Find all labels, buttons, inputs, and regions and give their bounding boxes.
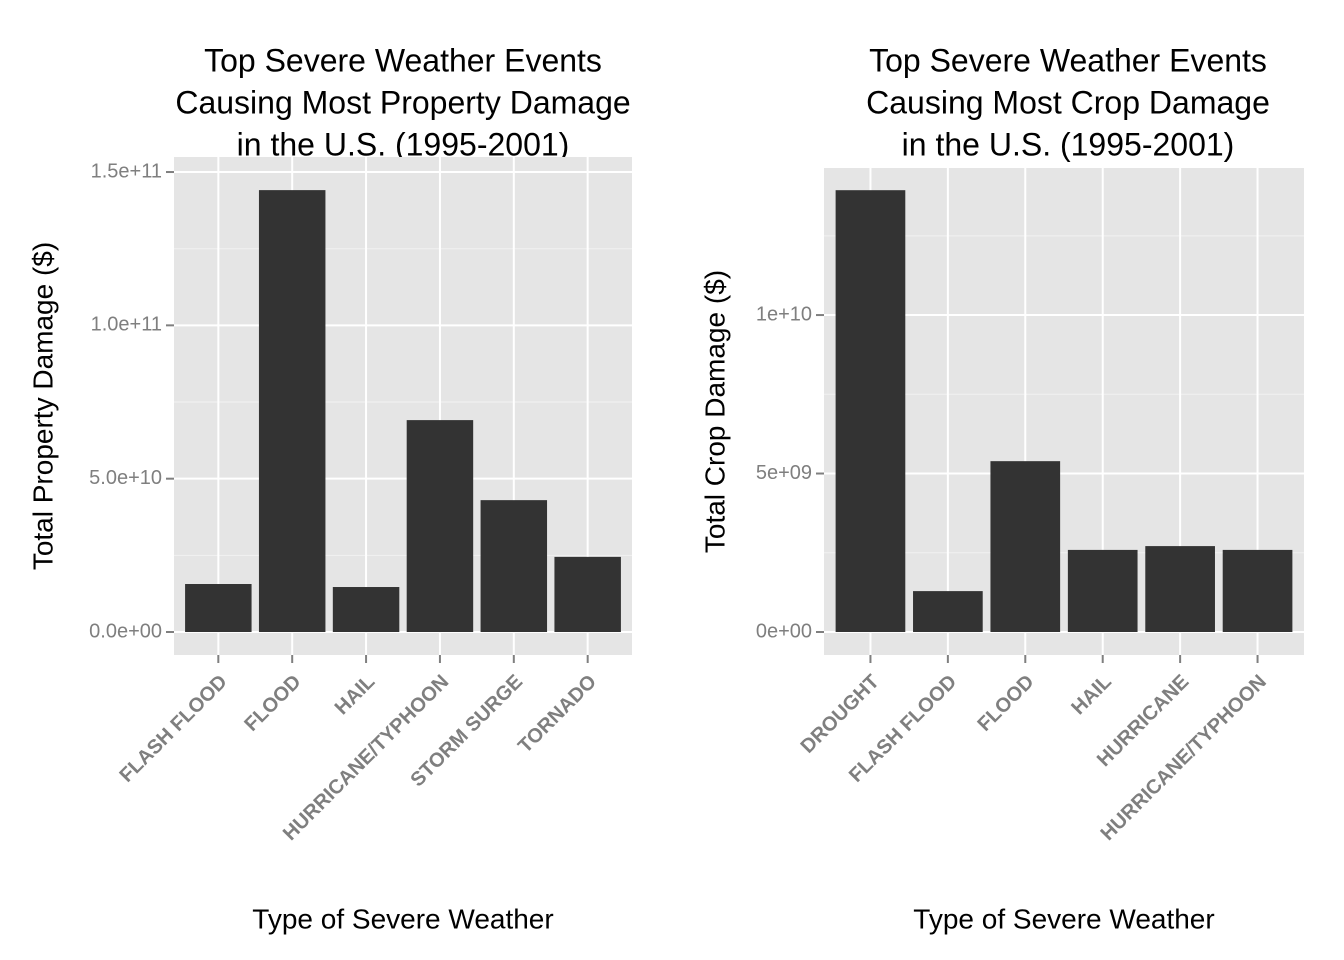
y-tick-label: 0.0e+00 bbox=[89, 620, 162, 642]
bar bbox=[406, 420, 474, 633]
x-tick-label: HURRICANE/TYPHOON bbox=[1097, 671, 1271, 845]
x-tick-label: HAIL bbox=[1067, 671, 1116, 720]
chart-title: Causing Most Crop Damage bbox=[866, 84, 1270, 120]
x-tick-label: TORNADO bbox=[514, 671, 601, 758]
bar bbox=[480, 500, 548, 633]
bar bbox=[185, 584, 252, 633]
x-tick-label: HAIL bbox=[331, 671, 380, 720]
bar bbox=[835, 190, 906, 632]
bar bbox=[1222, 549, 1293, 632]
x-tick-label: FLOOD bbox=[240, 671, 305, 736]
chart-title: in the U.S. (1995-2001) bbox=[902, 126, 1235, 162]
chart-title: Causing Most Property Damage bbox=[175, 84, 630, 120]
bar bbox=[258, 190, 326, 633]
x-axis-title: Type of Severe Weather bbox=[252, 903, 553, 934]
bar bbox=[554, 556, 621, 633]
chart-title: in the U.S. (1995-2001) bbox=[237, 126, 570, 162]
bar bbox=[1145, 546, 1215, 632]
bar bbox=[332, 587, 400, 633]
y-tick-label: 1.0e+11 bbox=[91, 314, 162, 336]
y-tick-label: 5.0e+10 bbox=[89, 467, 162, 489]
y-tick-label: 1e+10 bbox=[756, 303, 812, 325]
y-tick-label: 0e+00 bbox=[756, 620, 812, 642]
y-tick-label: 1.5e+11 bbox=[91, 160, 162, 182]
x-tick-label: FLASH FLOOD bbox=[115, 671, 231, 787]
x-axis-title: Type of Severe Weather bbox=[913, 903, 1214, 934]
y-axis-title: Total Crop Damage ($) bbox=[699, 270, 730, 553]
chart-title: Top Severe Weather Events bbox=[869, 42, 1267, 78]
bar bbox=[1067, 549, 1138, 632]
x-tick-label: FLOOD bbox=[974, 671, 1039, 736]
bar bbox=[990, 461, 1061, 632]
y-axis-title: Total Property Damage ($) bbox=[27, 242, 58, 570]
chart-title: Top Severe Weather Events bbox=[204, 42, 602, 78]
y-tick-label: 5e+09 bbox=[756, 462, 812, 484]
bar bbox=[913, 591, 983, 632]
